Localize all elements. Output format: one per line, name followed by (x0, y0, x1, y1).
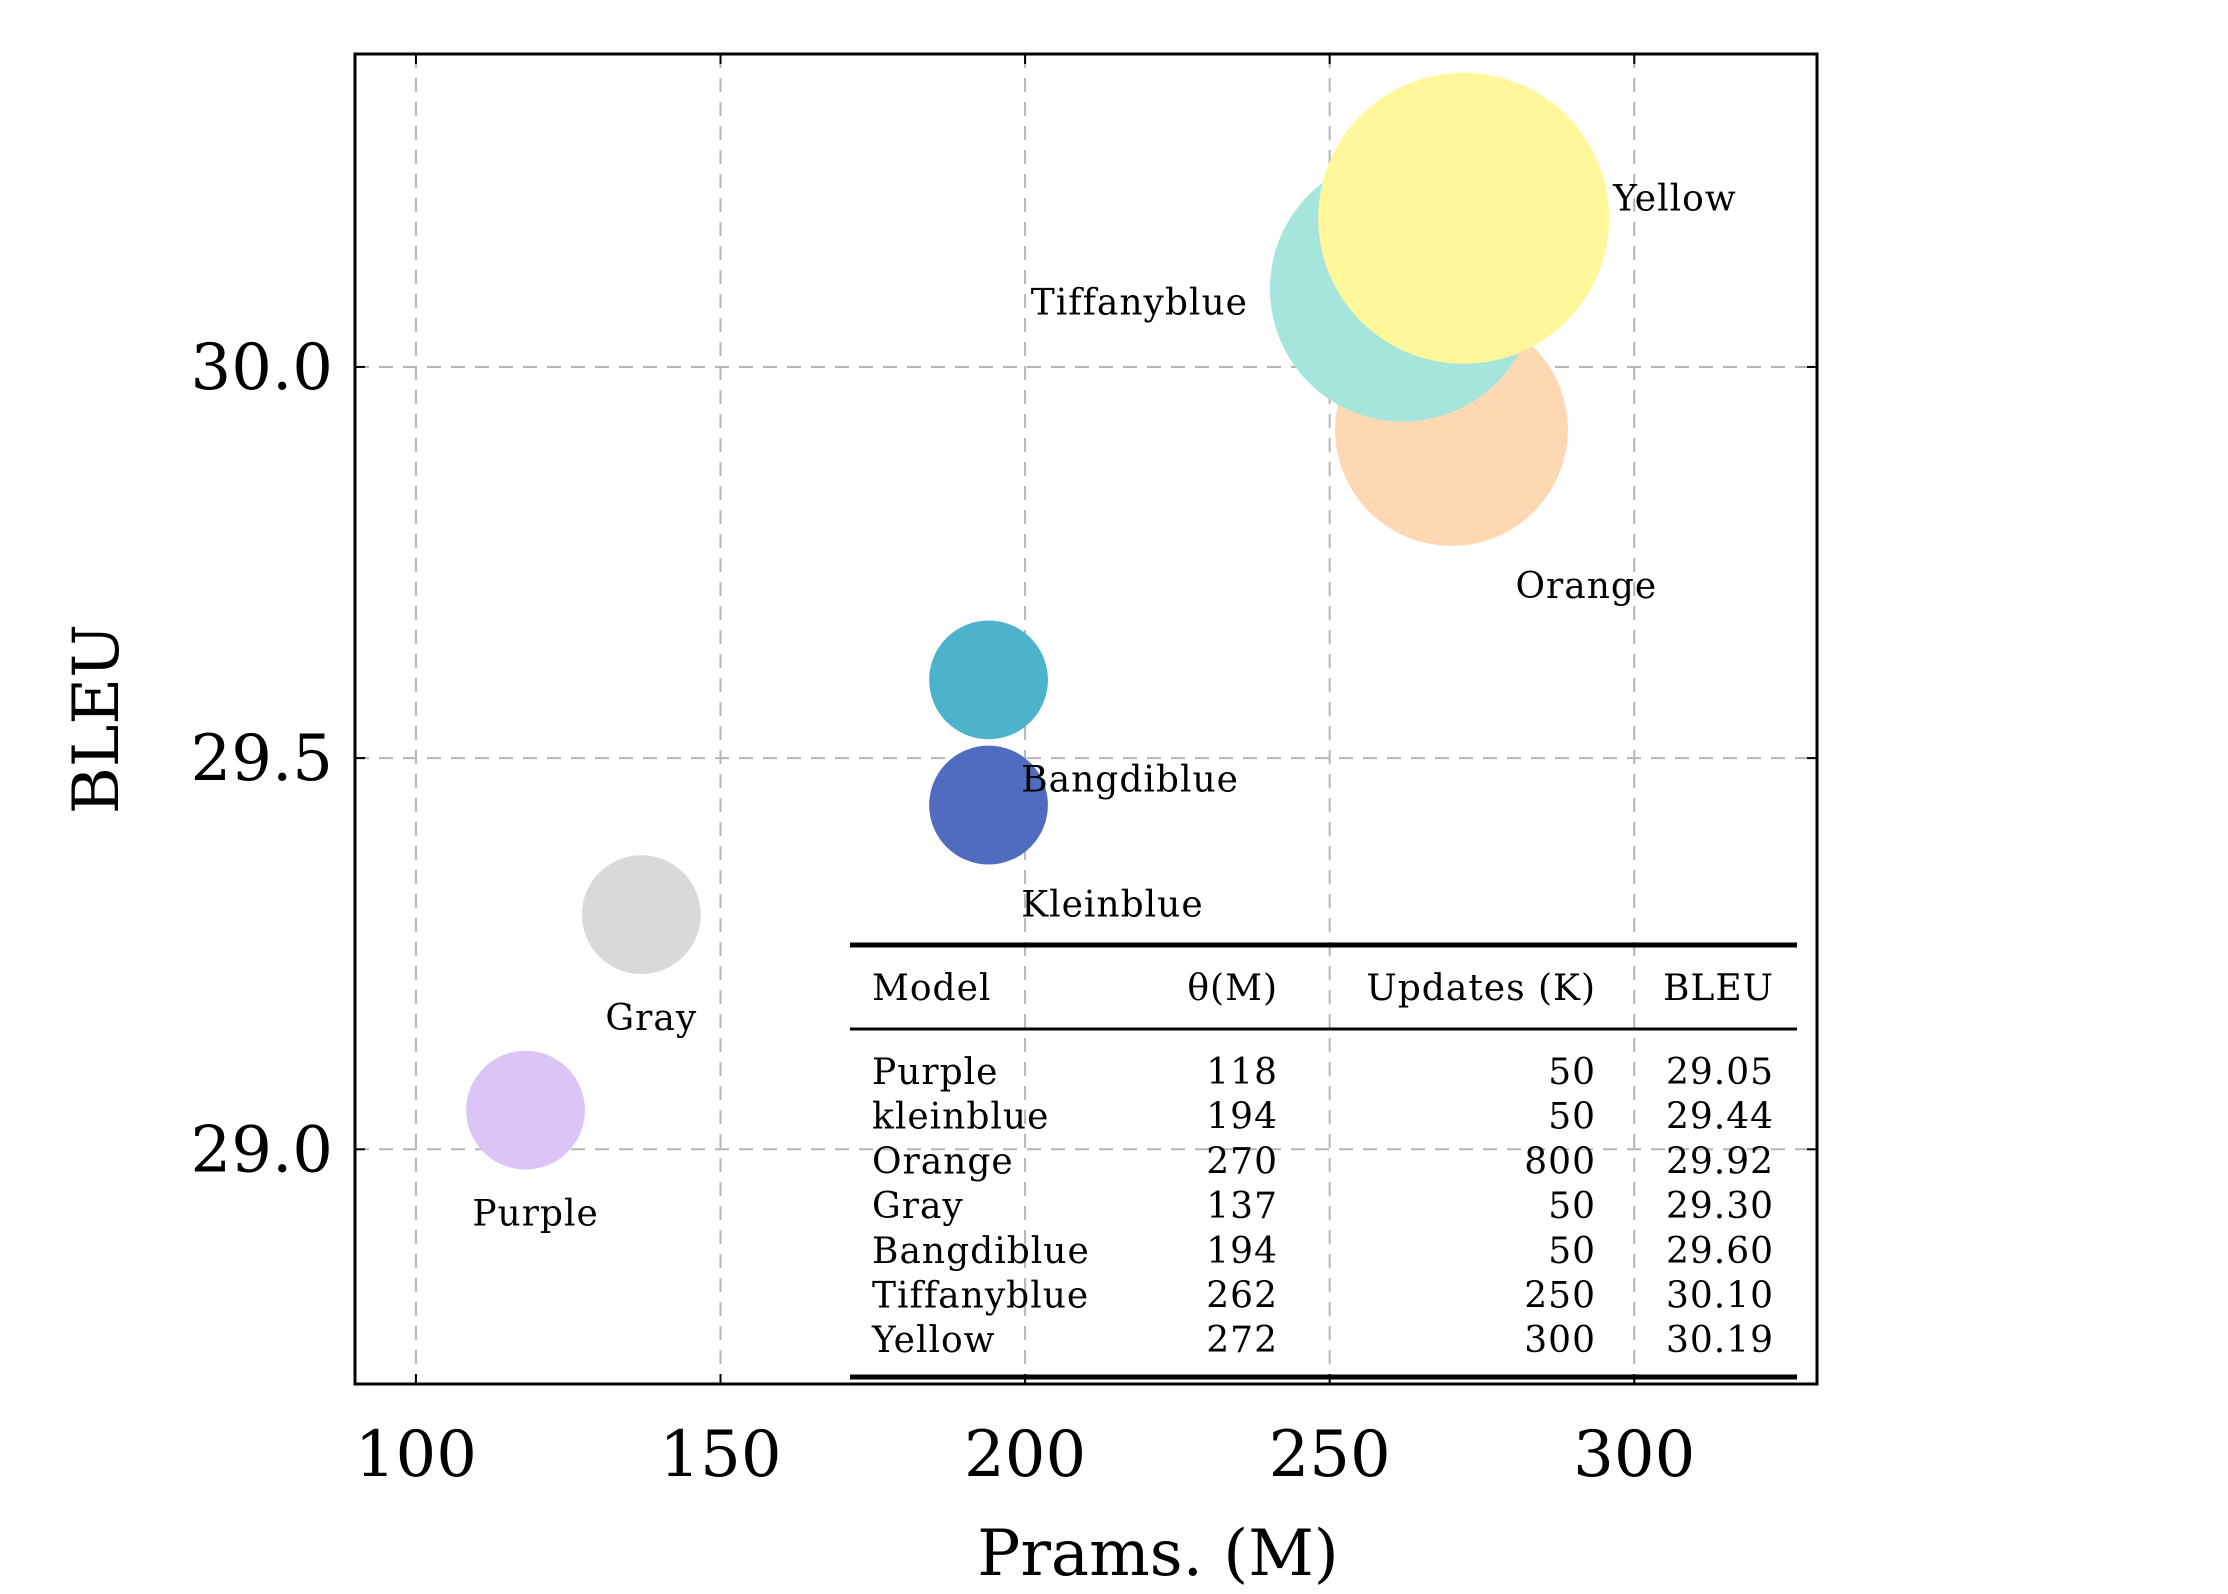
plot-frame (353, 52, 1819, 1386)
table-cell: 50 (1548, 1052, 1596, 1093)
table-cell: 50 (1548, 1097, 1596, 1138)
x-axis-title: Prams. (M) (977, 1517, 1339, 1591)
table-cell: 272 (1206, 1320, 1278, 1361)
inset-table: Model θ(M) Updates (K) BLEU Purple 118 50 29.05… (850, 942, 1797, 1380)
table-cell: 262 (1206, 1276, 1278, 1317)
table-cell: 30.10 (1666, 1276, 1774, 1317)
y-axis-title: BLEU (60, 624, 134, 814)
bubbles (466, 72, 1610, 1170)
y-tick-label: 30.0 (191, 331, 334, 405)
table-header-cell: θ(M) (1187, 968, 1278, 1009)
table-cell: Orange (872, 1141, 1014, 1182)
table-cell: 50 (1548, 1231, 1596, 1272)
bubble-label-purple: Purple (472, 1194, 598, 1235)
bubble-label-yellow: Yellow (1612, 178, 1736, 219)
table-cell: 29.60 (1666, 1231, 1774, 1272)
x-tick-label: 300 (1573, 1418, 1695, 1492)
y-tick-label: 29.0 (191, 1113, 334, 1187)
table-cell: 29.44 (1666, 1097, 1774, 1138)
table-cell: 118 (1206, 1052, 1278, 1093)
table-header-cell: Updates (K) (1366, 968, 1596, 1009)
table-cell: Tiffanyblue (872, 1276, 1089, 1317)
table-cell: kleinblue (872, 1097, 1049, 1138)
table-cell: 30.19 (1666, 1320, 1774, 1361)
table-cell: 29.92 (1666, 1141, 1774, 1182)
x-tick-label: 150 (659, 1418, 781, 1492)
bubble-bangdiblue (929, 620, 1048, 740)
table-cell: Bangdiblue (872, 1231, 1090, 1272)
bubble-label-gray: Gray (605, 998, 697, 1039)
x-tick-label: 100 (355, 1418, 477, 1492)
x-tick-label: 200 (964, 1418, 1086, 1492)
table-cell: Purple (872, 1052, 998, 1093)
table-cell: 250 (1524, 1276, 1596, 1317)
bubble-yellow (1318, 72, 1610, 364)
table-cell: 194 (1206, 1231, 1278, 1272)
bubble-gray (581, 855, 701, 974)
bubble-labels: Purple Gray Kleinblue Bangdiblue Orange Tiffa… (472, 178, 1736, 1235)
bubble-label-tiffanyblue: Tiffanyblue (1031, 283, 1248, 324)
table-cell: 194 (1206, 1097, 1278, 1138)
table-header-cell: BLEU (1663, 968, 1774, 1009)
table-cell: 300 (1524, 1320, 1596, 1361)
table-cell: 29.30 (1666, 1186, 1774, 1227)
bubble-kleinblue (929, 745, 1048, 865)
y-tick-label: 29.5 (191, 722, 334, 796)
x-tick-label: 250 (1269, 1418, 1391, 1492)
bubble-purple (466, 1050, 585, 1170)
table-header-cell: Model (872, 968, 991, 1009)
table-cell: 270 (1206, 1141, 1278, 1182)
table-cell: Yellow (871, 1320, 995, 1361)
table-cell: 29.05 (1666, 1052, 1774, 1093)
table-cell: 137 (1206, 1186, 1278, 1227)
bubble-label-kleinblue: Kleinblue (1021, 884, 1203, 925)
table-cell: Gray (872, 1186, 964, 1227)
table-cell: 50 (1548, 1186, 1596, 1227)
bubble-label-bangdiblue: Bangdiblue (1021, 759, 1239, 800)
bubble-label-orange: Orange (1516, 566, 1658, 607)
table-cell: 800 (1524, 1141, 1596, 1182)
